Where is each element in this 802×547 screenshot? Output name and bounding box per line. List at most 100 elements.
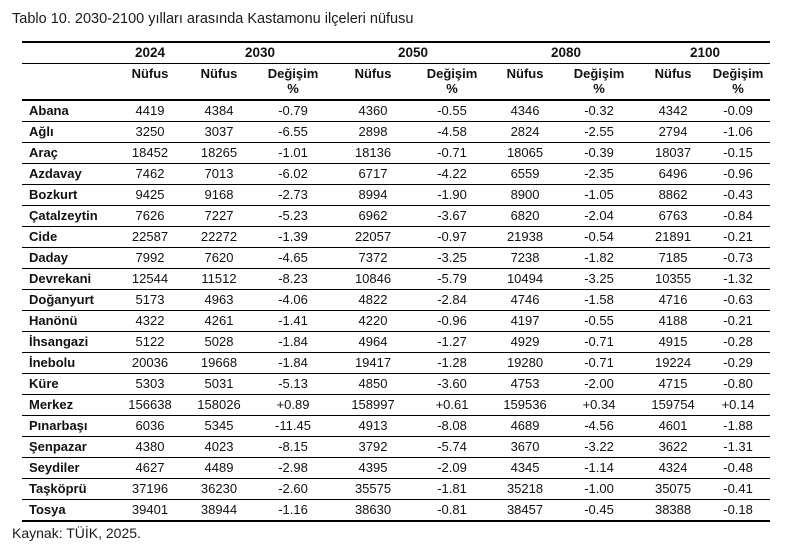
value-cell: 3622 <box>640 436 707 458</box>
district-name-cell: Abana <box>22 100 114 122</box>
value-cell: 19224 <box>640 352 707 374</box>
value-cell: -5.79 <box>412 268 493 290</box>
value-cell: -1.16 <box>252 499 335 522</box>
value-cell: 6717 <box>334 163 413 185</box>
value-cell: -8.23 <box>252 268 335 290</box>
value-cell: -1.01 <box>252 142 335 164</box>
value-cell: -0.29 <box>706 352 771 374</box>
value-cell: 21938 <box>492 226 559 248</box>
district-name-cell: Şenpazar <box>22 436 114 458</box>
value-cell: -8.15 <box>252 436 335 458</box>
value-cell: 35575 <box>334 478 413 500</box>
value-cell: 12544 <box>114 268 186 290</box>
value-cell: 37196 <box>114 478 186 500</box>
subheader-nufus-2100: Nüfus <box>640 63 707 101</box>
value-cell: 5031 <box>186 373 252 395</box>
value-cell: 6763 <box>640 205 707 227</box>
degisim-label: Değişim <box>267 66 319 81</box>
value-cell: 158026 <box>186 394 252 416</box>
percent-label: % <box>287 81 299 96</box>
value-cell: -1.31 <box>706 436 771 458</box>
value-cell: -1.05 <box>558 184 641 206</box>
value-cell: -4.58 <box>412 121 493 143</box>
table-row: Taşköprü 37196 36230 -2.60 35575 -1.81 3… <box>22 478 771 500</box>
value-cell: 4850 <box>334 373 413 395</box>
district-name-cell: İhsangazi <box>22 331 114 353</box>
value-cell: 4489 <box>186 457 252 479</box>
value-cell: 4689 <box>492 415 559 437</box>
value-cell: 36230 <box>186 478 252 500</box>
value-cell: +0.34 <box>558 394 641 416</box>
value-cell: 4346 <box>492 100 559 122</box>
value-cell: 4915 <box>640 331 707 353</box>
subheader-nufus-2080: Nüfus <box>492 63 559 101</box>
value-cell: 10846 <box>334 268 413 290</box>
value-cell: 8994 <box>334 184 413 206</box>
district-name-cell: Ağlı <box>22 121 114 143</box>
subheader-degisim-2080: Değişim % <box>558 63 641 101</box>
value-cell: 38944 <box>186 499 252 522</box>
value-cell: -1.41 <box>252 310 335 332</box>
year-header-2050: 2050 <box>334 41 493 64</box>
district-name-cell: Merkez <box>22 394 114 416</box>
value-cell: 6962 <box>334 205 413 227</box>
table-row: İnebolu 20036 19668 -1.84 19417 -1.28 19… <box>22 352 771 374</box>
value-cell: 4746 <box>492 289 559 311</box>
district-name-cell: Devrekani <box>22 268 114 290</box>
value-cell: -3.67 <box>412 205 493 227</box>
year-header-row: 2024 2030 2050 2080 2100 <box>22 41 771 64</box>
value-cell: -1.88 <box>706 415 771 437</box>
value-cell: -0.48 <box>706 457 771 479</box>
value-cell: 4384 <box>186 100 252 122</box>
subheader-nufus-2024: Nüfus <box>114 63 186 101</box>
value-cell: 19280 <box>492 352 559 374</box>
year-header-2024: 2024 <box>114 41 186 64</box>
value-cell: 3037 <box>186 121 252 143</box>
value-cell: 38630 <box>334 499 413 522</box>
value-cell: -0.21 <box>706 310 771 332</box>
table-row: Seydiler 4627 4489 -2.98 4395 -2.09 4345… <box>22 457 771 479</box>
table-row: İhsangazi 5122 5028 -1.84 4964 -1.27 492… <box>22 331 771 353</box>
value-cell: 6820 <box>492 205 559 227</box>
value-cell: -0.39 <box>558 142 641 164</box>
value-cell: -0.55 <box>558 310 641 332</box>
value-cell: 22272 <box>186 226 252 248</box>
year-header-2100: 2100 <box>640 41 771 64</box>
value-cell: 4261 <box>186 310 252 332</box>
district-name-cell: Pınarbaşı <box>22 415 114 437</box>
value-cell: 5122 <box>114 331 186 353</box>
value-cell: -0.71 <box>558 331 641 353</box>
value-cell: -5.13 <box>252 373 335 395</box>
table-row: Abana 4419 4384 -0.79 4360 -0.55 4346 -0… <box>22 100 771 122</box>
value-cell: -1.32 <box>706 268 771 290</box>
value-cell: -1.06 <box>706 121 771 143</box>
value-cell: 6036 <box>114 415 186 437</box>
value-cell: 156638 <box>114 394 186 416</box>
value-cell: 18065 <box>492 142 559 164</box>
district-name-cell: Cide <box>22 226 114 248</box>
district-name-cell: Bozkurt <box>22 184 114 206</box>
value-cell: 11512 <box>186 268 252 290</box>
value-cell: 18452 <box>114 142 186 164</box>
subheader-degisim-2100: Değişim % <box>706 63 771 101</box>
table-row: Araç 18452 18265 -1.01 18136 -0.71 18065… <box>22 142 771 164</box>
value-cell: 4023 <box>186 436 252 458</box>
value-cell: -4.65 <box>252 247 335 269</box>
value-cell: -3.22 <box>558 436 641 458</box>
value-cell: 4345 <box>492 457 559 479</box>
percent-label: % <box>446 81 458 96</box>
value-cell: 5028 <box>186 331 252 353</box>
subheader-nufus-2050: Nüfus <box>334 63 413 101</box>
table-row: Bozkurt 9425 9168 -2.73 8994 -1.90 8900 … <box>22 184 771 206</box>
value-cell: 3792 <box>334 436 413 458</box>
table-row: Azdavay 7462 7013 -6.02 6717 -4.22 6559 … <box>22 163 771 185</box>
value-cell: 5173 <box>114 289 186 311</box>
value-cell: 22057 <box>334 226 413 248</box>
district-name-cell: Hanönü <box>22 310 114 332</box>
value-cell: 5303 <box>114 373 186 395</box>
subheader-row: Nüfus Nüfus Değişim % Nüfus Değişim % Nü… <box>22 63 771 101</box>
value-cell: 7626 <box>114 205 186 227</box>
value-cell: -0.96 <box>706 163 771 185</box>
value-cell: 3250 <box>114 121 186 143</box>
value-cell: -0.73 <box>706 247 771 269</box>
